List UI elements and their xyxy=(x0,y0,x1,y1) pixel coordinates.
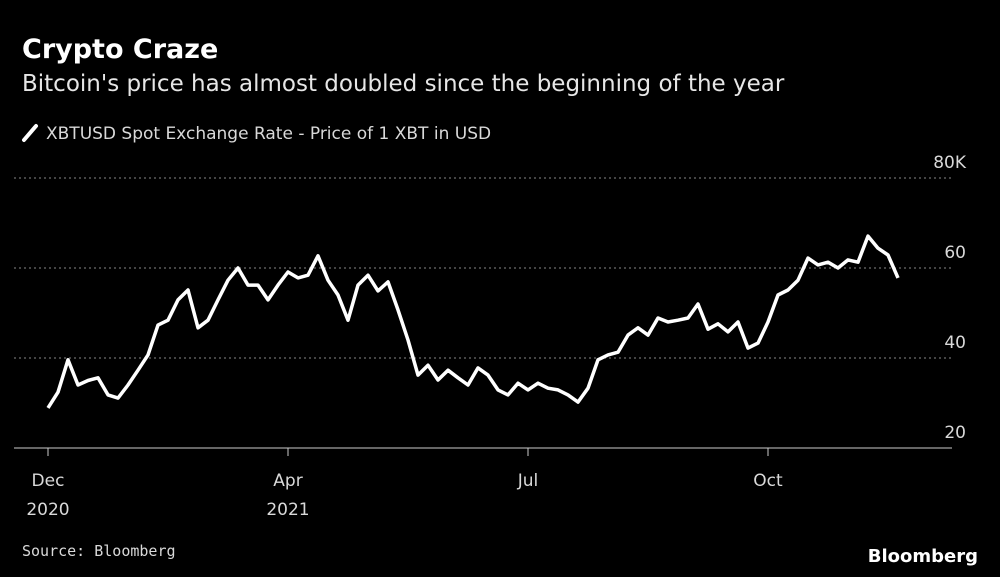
x-tick-label: Oct xyxy=(753,471,783,491)
y-tick-label: 20 xyxy=(944,423,966,443)
brand: Bloomberg xyxy=(868,546,978,567)
source: Source: Bloomberg xyxy=(22,542,176,560)
y-tick-label: 60 xyxy=(944,243,966,263)
x-tick-label: Dec xyxy=(32,471,65,491)
x-tick-label: Apr xyxy=(273,471,302,491)
legend-swatch xyxy=(22,124,38,142)
legend-label: XBTUSD Spot Exchange Rate - Price of 1 X… xyxy=(46,124,491,144)
price-line xyxy=(46,234,900,409)
x-tick-label: 2020 xyxy=(26,500,69,520)
chart-subtitle: Bitcoin's price has almost doubled since… xyxy=(22,71,785,97)
x-tick-label: 2021 xyxy=(266,500,309,520)
y-tick-label: 40 xyxy=(944,333,966,353)
x-tick-label: Jul xyxy=(517,471,539,491)
chart-title: Crypto Craze xyxy=(22,34,218,65)
y-tick-label: 80K xyxy=(933,153,967,173)
